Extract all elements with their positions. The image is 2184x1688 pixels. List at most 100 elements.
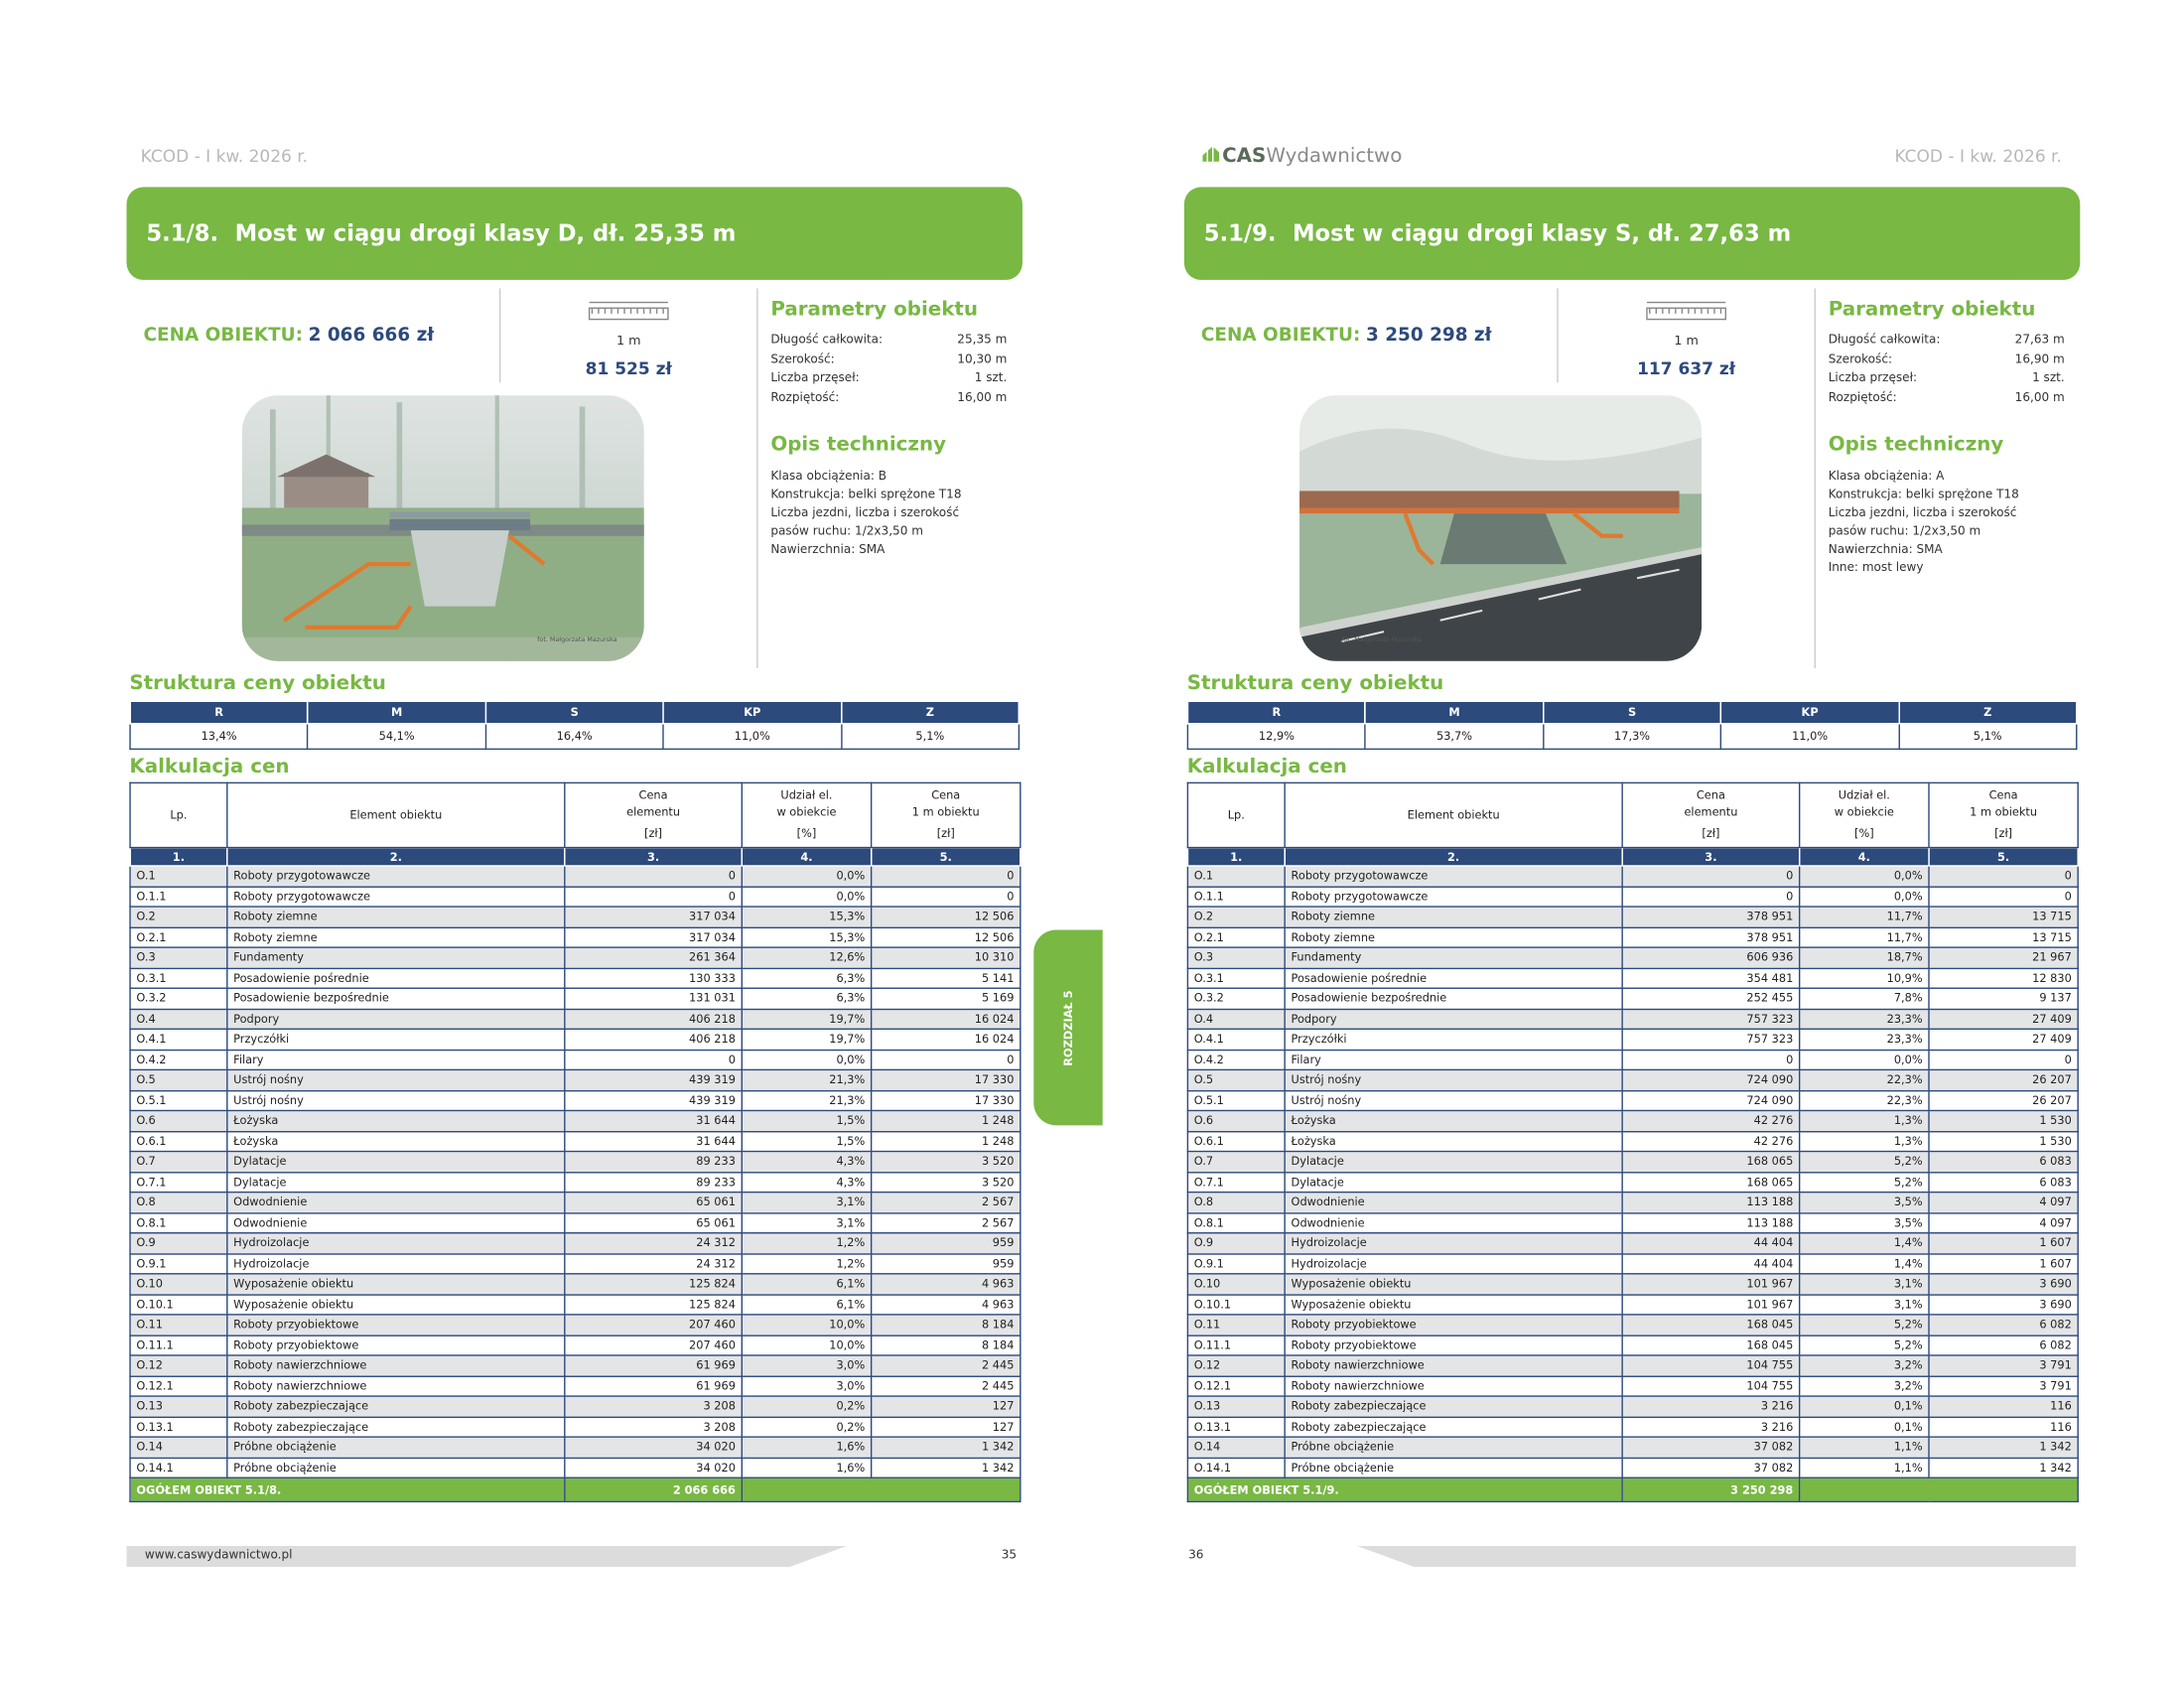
cell: 89 233 <box>564 1150 744 1173</box>
header-line: Cena <box>931 788 961 802</box>
cell: 0 <box>1621 885 1801 908</box>
side-tab: ROZDZIAŁ 5 <box>1033 929 1103 1126</box>
cell: Roboty przyobiektowe <box>1284 1334 1623 1356</box>
structure-value: 5,1% <box>1897 723 2078 751</box>
cell: Roboty nawierzchniowe <box>1284 1354 1623 1377</box>
column-header: Lp. <box>1186 781 1286 849</box>
column-header: Cena elementu [zł] <box>1621 781 1801 849</box>
cell: 61 969 <box>564 1374 744 1397</box>
cell: 4 097 <box>1928 1211 2079 1234</box>
cell: 4,3% <box>741 1150 873 1173</box>
cell: 8 184 <box>870 1314 1022 1336</box>
structure-value: 54,1% <box>307 723 486 751</box>
data-row: O.5 Ustrój nośny 724 090 22,3% 26 207 <box>1186 1068 2079 1091</box>
structure-table: R M S KP Z 12,9% 53,7% 17,3% 11,0% 5,1% <box>1186 700 2078 751</box>
cell: Roboty nawierzchniowe <box>1284 1374 1623 1397</box>
cell: O.5.1 <box>129 1089 228 1112</box>
cell: 1,3% <box>1798 1109 1930 1132</box>
cell: 12 506 <box>870 925 1022 948</box>
cell: O.8 <box>129 1191 228 1213</box>
header-line: Element obiektu <box>1407 807 1500 821</box>
cell: 317 034 <box>564 906 744 928</box>
data-row: O.2 Roboty ziemne 378 951 11,7% 13 715 <box>1186 906 2079 928</box>
cell: Odwodnienie <box>1284 1191 1623 1213</box>
structure-header: Z <box>840 700 1021 725</box>
cell: 127 <box>870 1395 1022 1418</box>
cell: 37 082 <box>1621 1436 1801 1459</box>
cell: 65 061 <box>564 1191 744 1213</box>
cell: O.1 <box>129 865 228 888</box>
cell: 19,7% <box>741 1008 873 1031</box>
cell: 3,1% <box>1798 1293 1930 1316</box>
cell: 21,3% <box>741 1068 873 1091</box>
param-label: Długość całkowita: <box>770 333 884 348</box>
cell: 10,9% <box>1798 967 1930 989</box>
cell: O.8.1 <box>129 1211 228 1234</box>
cell: Wyposażenie obiektu <box>1284 1293 1623 1316</box>
cell: Wyposażenie obiektu <box>226 1273 566 1296</box>
cell: 406 218 <box>564 1028 744 1051</box>
cell: 16 024 <box>870 1008 1022 1031</box>
column-header: Cena 1 m obiektu [zł] <box>1928 781 2079 849</box>
cell: 0 <box>870 865 1022 888</box>
cell: Odwodnienie <box>1284 1211 1623 1234</box>
header-row: Lp. Element obiektu Cena elementu [zł] Udział… <box>1186 781 2079 849</box>
data-row: O.6.1 Łożyska 31 644 1,5% 1 248 <box>129 1130 1022 1153</box>
data-row: O.6 Łożyska 42 276 1,3% 1 530 <box>1186 1109 2079 1132</box>
column-number: 1. <box>129 846 228 867</box>
running-header: KCOD - I kw. 2026 r. <box>140 146 309 167</box>
cell: 23,3% <box>1798 1008 1930 1031</box>
ruler-icon <box>587 297 671 323</box>
desc-line: Liczba jezdni, liczba i szerokość <box>1828 506 2017 521</box>
structure-header: KP <box>662 700 842 725</box>
cell: 1,6% <box>741 1436 873 1459</box>
cell: 406 218 <box>564 1008 744 1031</box>
cell: Dylatacje <box>226 1171 566 1194</box>
meter-value: 117 637 zł <box>1637 358 1736 379</box>
cell: 168 065 <box>1621 1150 1801 1173</box>
calc-title: Kalkulacja cen <box>129 755 290 778</box>
cell: O.13.1 <box>1186 1415 1286 1438</box>
structure-value: 11,0% <box>662 723 842 751</box>
cell: 18,7% <box>1798 946 1930 969</box>
data-row: O.11.1 Roboty przyobiektowe 207 460 10,0% 8 … <box>129 1334 1022 1356</box>
cell: Hydroizolacje <box>1284 1252 1623 1275</box>
total-empty <box>741 1477 1022 1503</box>
structure-header: S <box>1542 700 1722 725</box>
cell: Roboty nawierzchniowe <box>226 1354 566 1377</box>
cell: O.5.1 <box>1186 1089 1286 1112</box>
data-row: O.3 Fundamenty 261 364 12,6% 10 310 <box>129 946 1022 969</box>
cell: O.10 <box>129 1273 228 1296</box>
cell: 0,2% <box>741 1395 873 1418</box>
cell: 42 276 <box>1621 1109 1801 1132</box>
cell: Dylatacje <box>1284 1171 1623 1194</box>
photo: fot. Małgorzata Mazurska <box>241 395 644 661</box>
cell: 0 <box>870 885 1022 908</box>
cell: O.7 <box>129 1150 228 1173</box>
number-row: 1. 2. 3. 4. 5. <box>129 846 1022 867</box>
cell: 26 207 <box>1928 1068 2079 1091</box>
cell: 44 404 <box>1621 1232 1801 1254</box>
cell: 1 530 <box>1928 1109 2079 1132</box>
price-value: 3 250 298 zł <box>1365 325 1492 347</box>
cell: 65 061 <box>564 1211 744 1234</box>
param-label: Długość całkowita: <box>1828 333 1941 348</box>
cell: 1 342 <box>1928 1436 2079 1459</box>
logo-rest: Wydawnictwo <box>1266 144 1403 168</box>
param-label: Liczba przęseł: <box>770 371 860 386</box>
cell: 0 <box>564 865 744 888</box>
cell: 44 404 <box>1621 1252 1801 1275</box>
cell: 1 530 <box>1928 1130 2079 1153</box>
data-row: O.4.1 Przyczółki 757 323 23,3% 27 409 <box>1186 1028 2079 1051</box>
cell: 354 481 <box>1621 967 1801 989</box>
param-value: 16,00 m <box>2014 390 2065 405</box>
cell: 6,3% <box>741 967 873 989</box>
cell: 317 034 <box>564 925 744 948</box>
cell: 0 <box>564 1049 744 1071</box>
data-row: O.13 Roboty zabezpieczające 3 216 0,1% 116 <box>1186 1395 2079 1418</box>
footer-url: www.caswydawnictwo.pl <box>144 1548 293 1563</box>
cell: O.2 <box>129 906 228 928</box>
cell: 3,1% <box>741 1191 873 1213</box>
params-title: Parametry obiektu <box>1828 298 2036 322</box>
structure-value: 53,7% <box>1364 723 1545 751</box>
